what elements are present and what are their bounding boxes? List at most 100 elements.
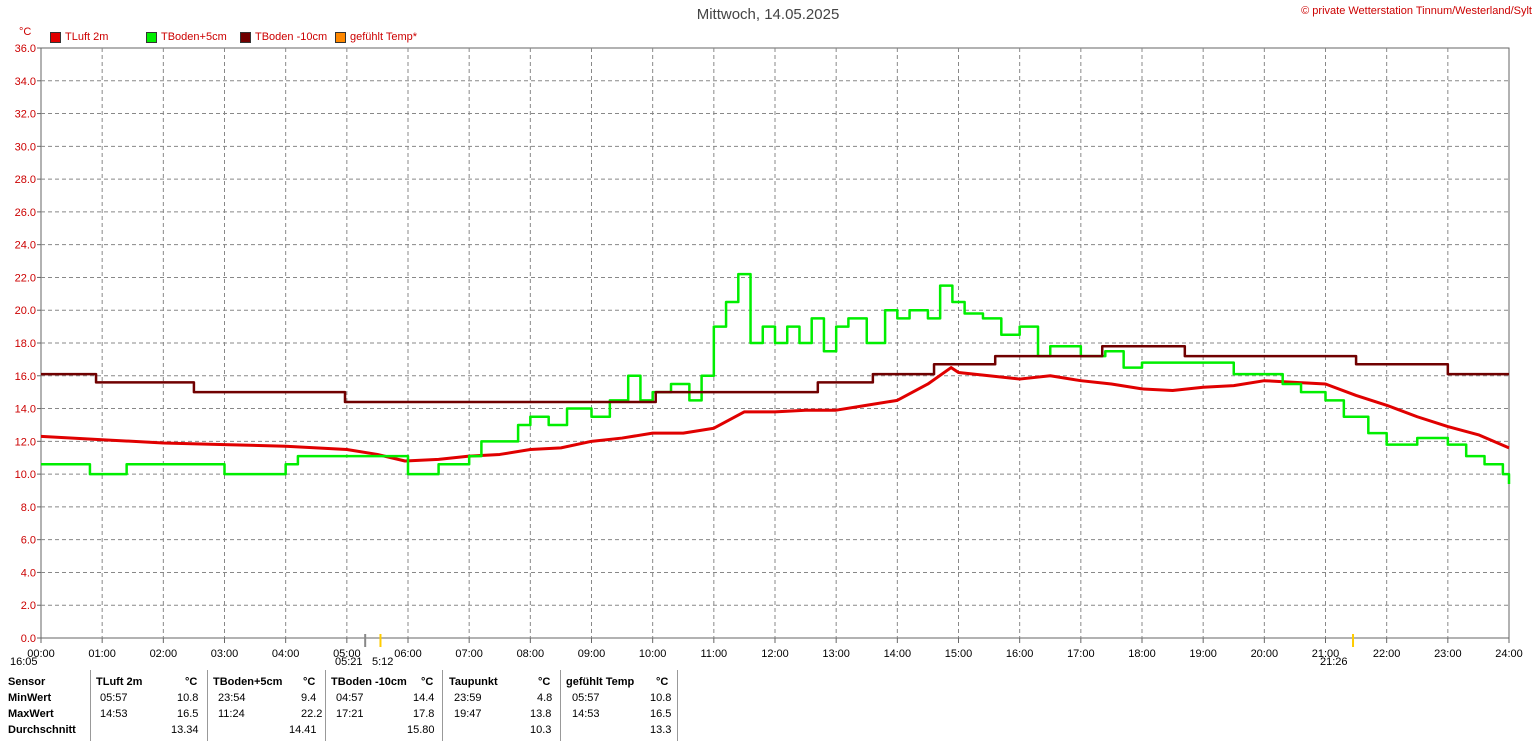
- legend-swatch: [335, 31, 346, 43]
- x-tick-label: 00:00: [27, 648, 55, 660]
- y-tick-label: 14.0: [15, 404, 36, 416]
- x-tick-label: 01:00: [88, 648, 116, 660]
- table-cell: 22.2: [301, 708, 323, 720]
- table-header: gefühlt Temp: [566, 676, 635, 688]
- y-tick-label: 32.0: [15, 109, 36, 121]
- x-tick-label: 04:00: [272, 648, 300, 660]
- table-divider: [90, 670, 91, 741]
- y-tick-label: 10.0: [15, 469, 36, 481]
- legend-item-tluft: TLuft 2m: [50, 31, 108, 43]
- x-tick-label: 20:00: [1251, 648, 1279, 660]
- row-label-min: MinWert: [8, 692, 52, 704]
- y-tick-label: 6.0: [21, 535, 36, 547]
- table-cell: 15.80: [407, 724, 435, 736]
- table-cell: 10.8: [650, 692, 672, 704]
- table-header-unit: °C: [303, 676, 316, 688]
- y-tick-label: 30.0: [15, 141, 36, 153]
- legend-label: gefühlt Temp*: [350, 31, 418, 43]
- legend-item-tboden5: TBoden+5cm: [146, 31, 227, 43]
- table-cell: 14.4: [413, 692, 435, 704]
- table-divider: [677, 670, 678, 741]
- table-divider: [207, 670, 208, 741]
- table-cell: 16.5: [177, 708, 199, 720]
- x-tick-label: 05:00: [333, 648, 361, 660]
- y-tick-label: 8.0: [21, 502, 36, 514]
- table-cell: 13.3: [650, 724, 672, 736]
- x-tick-label: 02:00: [150, 648, 178, 660]
- table-cell: 10.8: [177, 692, 199, 704]
- y-tick-label: 4.0: [21, 567, 36, 579]
- credit-text: © private Wetterstation Tinnum/Westerlan…: [1301, 5, 1532, 17]
- x-tick-label: 10:00: [639, 648, 667, 660]
- series-line-tboden-10cm: [41, 345, 1509, 404]
- legend-label: TBoden -10cm: [255, 31, 328, 43]
- x-tick-label: 14:00: [884, 648, 912, 660]
- y-tick-label: 18.0: [15, 338, 36, 350]
- y-tick-label: 2.0: [21, 600, 36, 612]
- x-tick-label: 21:00: [1312, 648, 1340, 660]
- table-cell: 23:59: [454, 692, 482, 704]
- legend-label: TLuft 2m: [65, 31, 109, 43]
- x-tick-label: 07:00: [455, 648, 483, 660]
- y-tick-label: 26.0: [15, 207, 36, 219]
- y-tick-label: 28.0: [15, 174, 36, 186]
- x-tick-label: 18:00: [1128, 648, 1156, 660]
- legend-item-tboden10: TBoden -10cm: [240, 31, 327, 43]
- x-tick-label: 12:00: [761, 648, 789, 660]
- table-header-unit: °C: [185, 676, 198, 688]
- sunrise-prev-label: 16:05: [10, 656, 38, 668]
- table-cell: 13.34: [171, 724, 199, 736]
- table-cell: 14.41: [289, 724, 317, 736]
- x-tick-label: 19:00: [1189, 648, 1217, 660]
- table-header: TBoden -10cm: [331, 676, 407, 688]
- table-cell: 05:57: [100, 692, 128, 704]
- x-tick-label: 03:00: [211, 648, 239, 660]
- y-tick-label: 20.0: [15, 305, 36, 317]
- y-tick-label: 16.0: [15, 371, 36, 383]
- sunset-label: 21:26: [1320, 656, 1348, 668]
- temperature-chart: 0.0 2.0 4.0 6.0 8.0 10.0 12.0 14.0 16.0 18.0 20.0 2…: [15, 43, 1523, 660]
- series-line-tboden-5cm: [41, 272, 1511, 484]
- row-label-avg: Durchschnitt: [8, 724, 76, 736]
- y-axis-unit: °C: [19, 26, 32, 38]
- table-cell: 13.8: [530, 708, 552, 720]
- x-tick-label: 24:00: [1495, 648, 1523, 660]
- series-line-tluft-2m: [40, 366, 1510, 463]
- table-header-sensor: Sensor: [8, 676, 46, 688]
- x-tick-label: 23:00: [1434, 648, 1462, 660]
- y-tick-label: 22.0: [15, 272, 36, 284]
- table-header: TLuft 2m: [96, 676, 143, 688]
- y-tick-label: 34.0: [15, 76, 36, 88]
- table-cell: 04:57: [336, 692, 364, 704]
- x-tick-label: 09:00: [578, 648, 606, 660]
- legend-swatch: [146, 31, 157, 43]
- table-header-unit: °C: [421, 676, 434, 688]
- sunrise-secondary-label: 5:12: [372, 656, 394, 668]
- sunrise-label: 05:21: [335, 656, 363, 668]
- x-tick-label: 06:00: [394, 648, 422, 660]
- x-tick-label: 17:00: [1067, 648, 1095, 660]
- table-cell: 17:21: [336, 708, 364, 720]
- x-tick-label: 08:00: [517, 648, 545, 660]
- table-header-unit: °C: [538, 676, 551, 688]
- legend-swatch: [240, 31, 251, 43]
- table-cell: 10.3: [530, 724, 552, 736]
- statistics-table: Sensor TLuft 2m °C TBoden+5cm °C TBoden …: [0, 672, 700, 741]
- y-tick-label: 24.0: [15, 240, 36, 252]
- table-cell: 4.8: [537, 692, 553, 704]
- table-divider: [442, 670, 443, 741]
- table-cell: 14:53: [100, 708, 128, 720]
- table-cell: 05:57: [572, 692, 600, 704]
- table-cell: 16.5: [650, 708, 672, 720]
- table-cell: 9.4: [301, 692, 317, 704]
- legend-label: TBoden+5cm: [161, 31, 227, 43]
- table-cell: 23:54: [218, 692, 246, 704]
- legend-item-gefuehlt: gefühlt Temp*: [335, 31, 417, 43]
- chart-title: Mittwoch, 14.05.2025: [696, 6, 840, 23]
- x-tick-label: 16:00: [1006, 648, 1034, 660]
- y-tick-label: 12.0: [15, 436, 36, 448]
- y-tick-label: 36.0: [15, 43, 36, 55]
- x-tick-label: 11:00: [700, 648, 727, 660]
- table-cell: 19:47: [454, 708, 482, 720]
- table-cell: 11:24: [218, 708, 245, 720]
